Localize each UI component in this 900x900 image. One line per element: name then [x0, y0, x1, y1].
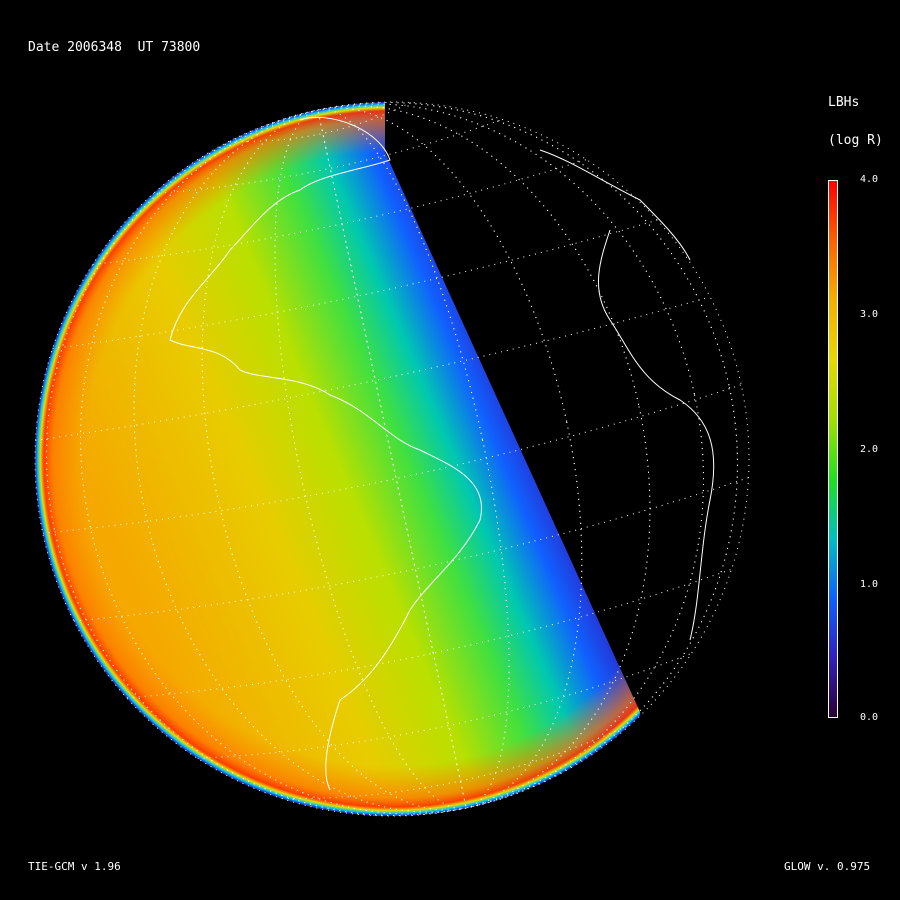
latitude-line	[92, 159, 587, 266]
meridian-line	[46, 102, 738, 816]
ut-label: UT	[137, 40, 154, 55]
ut-value: 73800	[161, 40, 201, 55]
model-version-left: TIE-GCM v 1.96	[28, 860, 121, 873]
date-label: Date	[28, 40, 60, 55]
europe-coastline	[539, 149, 691, 261]
colorbar-tick: 3.0	[860, 309, 879, 320]
meridian-line	[317, 109, 467, 809]
colorbar-tick: 4.0	[860, 174, 879, 185]
latitude-line	[281, 723, 632, 800]
colorbar-title: LBHs	[828, 95, 860, 110]
meridian-line	[80, 103, 704, 815]
colorbar-tick: 2.0	[860, 444, 879, 455]
model-version-right: GLOW v. 0.975	[784, 860, 871, 873]
africa-coastline	[597, 229, 715, 641]
globe-outline	[34, 101, 750, 817]
colorbar-units: (log R)	[828, 133, 883, 148]
colorbar-tick: 0.0	[860, 712, 879, 723]
date-ut-label: Date 2006348 UT 73800	[28, 40, 200, 55]
date-value: 2006348	[67, 40, 122, 55]
coastlines	[169, 116, 715, 791]
americas-coastline	[169, 116, 483, 791]
colorbar-tick: 1.0	[860, 579, 879, 590]
colorbar	[828, 180, 838, 718]
